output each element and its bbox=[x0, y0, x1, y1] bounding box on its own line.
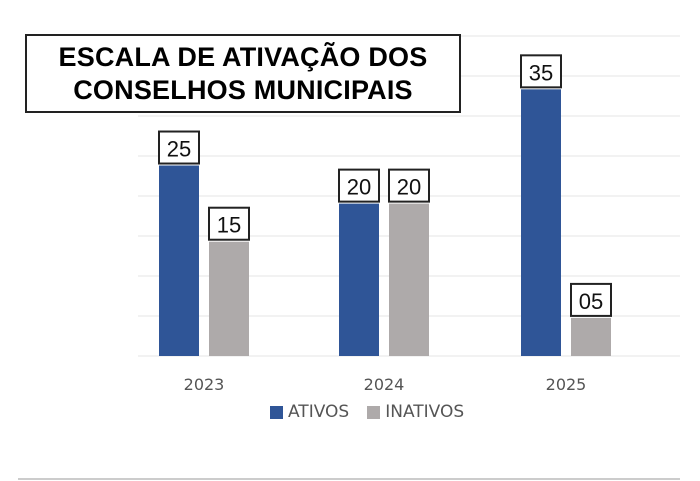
title-line-1: ESCALA DE ATIVAÇÃO DOS bbox=[58, 41, 428, 72]
bar-inativos-2023 bbox=[209, 241, 249, 356]
data-label: 05 bbox=[579, 289, 603, 314]
bar-ativos-2023 bbox=[159, 165, 199, 356]
data-label-box bbox=[158, 130, 200, 165]
data-label-box bbox=[338, 168, 380, 203]
x-tick-label: 2023 bbox=[184, 375, 225, 394]
data-label-box bbox=[520, 54, 562, 89]
legend-swatch-inativos bbox=[367, 405, 381, 419]
x-tick-label: 2024 bbox=[364, 375, 405, 394]
data-label: 35 bbox=[529, 60, 553, 85]
data-label: 20 bbox=[347, 175, 371, 200]
data-label: 15 bbox=[217, 213, 241, 238]
legend-item-ativos: ATIVOS bbox=[270, 402, 349, 422]
data-label-box bbox=[388, 168, 430, 203]
legend: ATIVOS INATIVOS bbox=[270, 402, 482, 422]
bar-inativos-2025 bbox=[571, 317, 611, 356]
legend-swatch-ativos bbox=[270, 405, 283, 419]
x-tick-label: 2025 bbox=[546, 375, 587, 394]
bar-ativos-2025 bbox=[521, 89, 561, 356]
data-label-box bbox=[208, 206, 250, 241]
divider bbox=[18, 478, 680, 480]
bar-ativos-2024 bbox=[339, 203, 379, 356]
bar-inativos-2024 bbox=[389, 203, 429, 356]
legend-item-inativos: INATIVOS bbox=[367, 402, 464, 422]
chart-title: ESCALA DE ATIVAÇÃO DOS CONSELHOS MUNICIP… bbox=[25, 34, 461, 113]
data-label: 20 bbox=[397, 175, 421, 200]
data-label: 25 bbox=[167, 137, 191, 162]
legend-label-inativos: INATIVOS bbox=[385, 402, 465, 422]
title-line-2: CONSELHOS MUNICIPAIS bbox=[73, 74, 413, 105]
legend-label-ativos: ATIVOS bbox=[288, 402, 350, 422]
data-label-box bbox=[570, 282, 612, 317]
